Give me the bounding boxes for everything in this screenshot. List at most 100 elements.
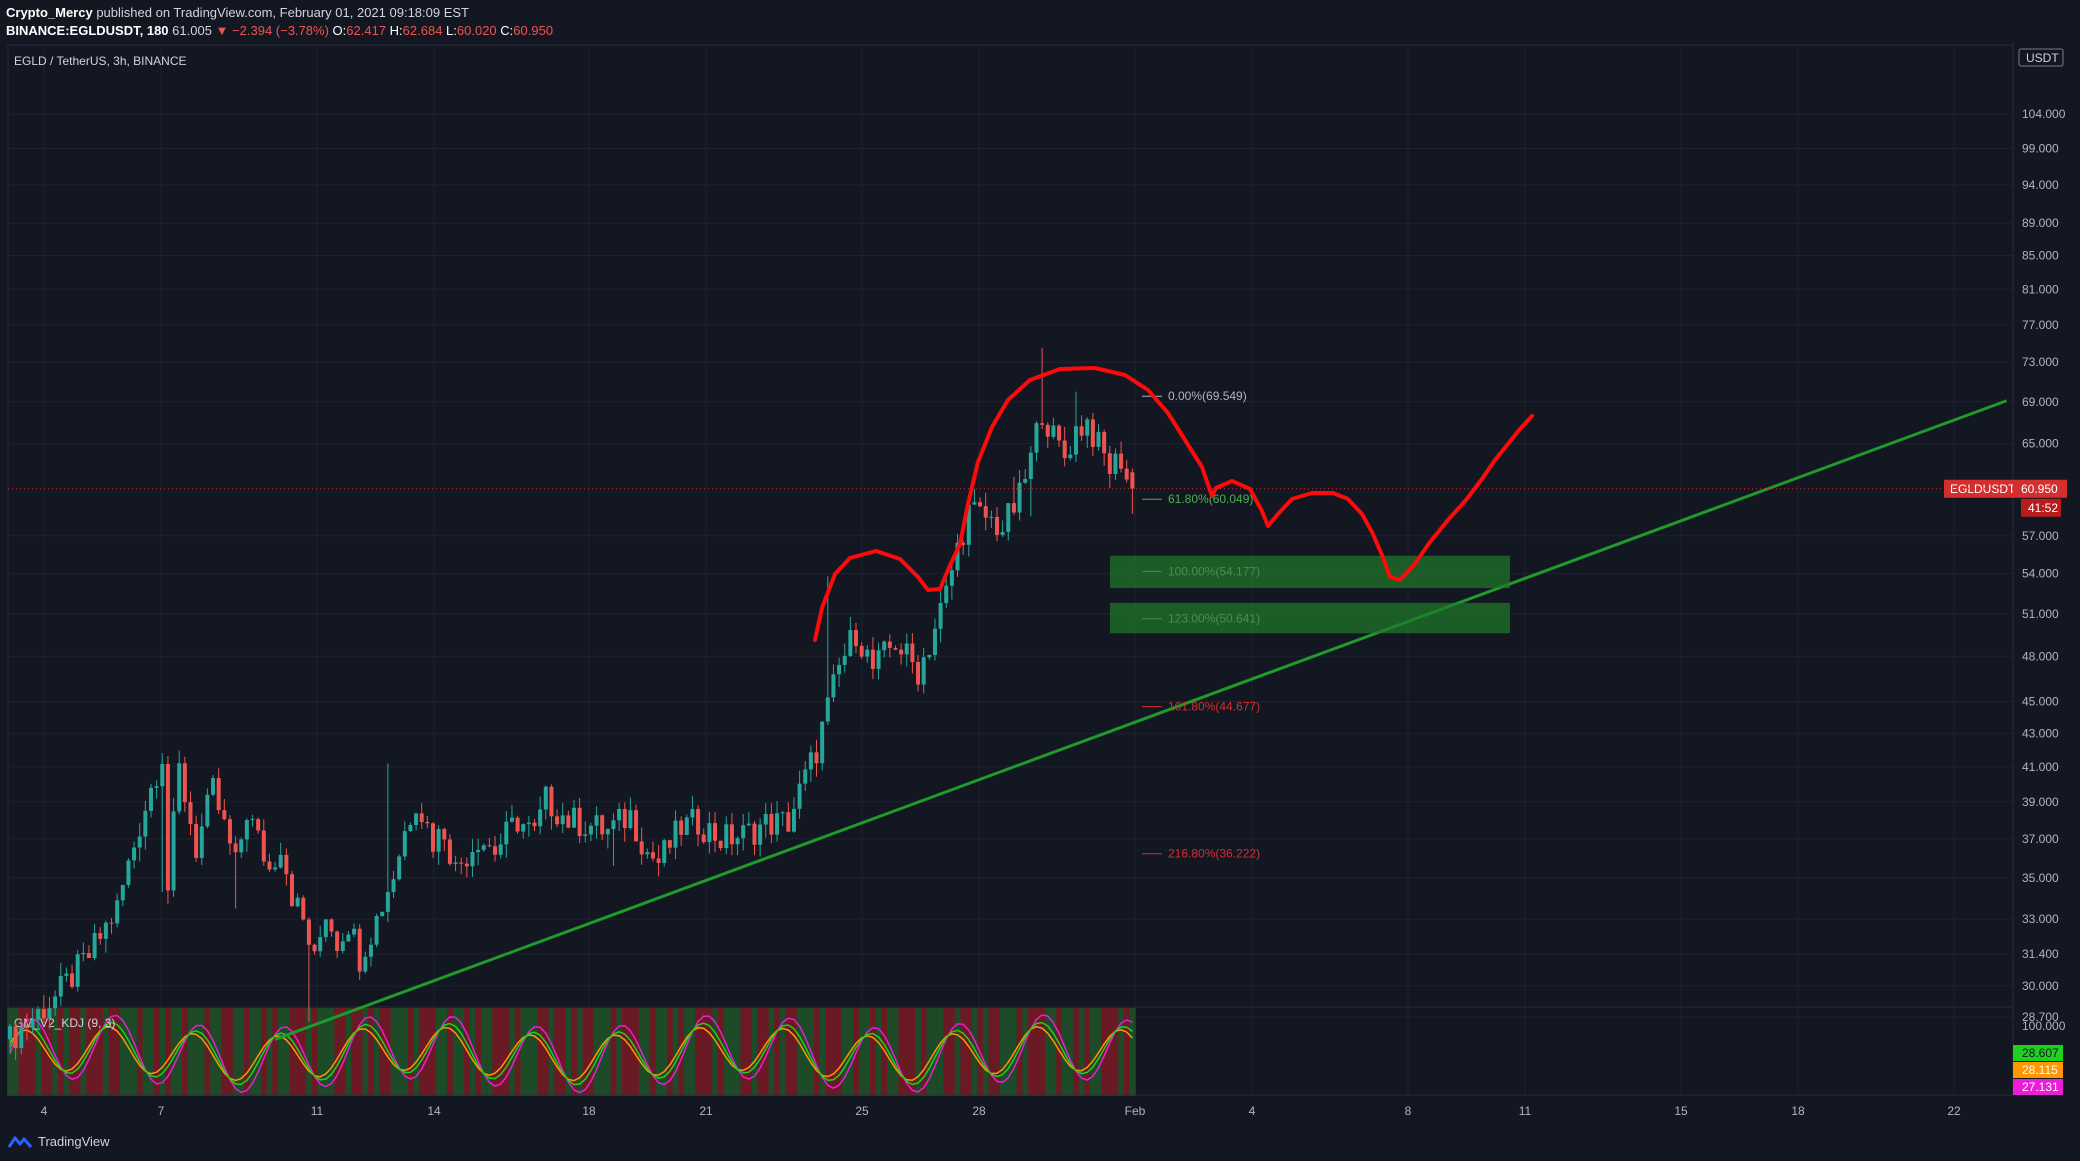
kdj-bg-bar	[148, 1008, 155, 1096]
candle-up	[374, 916, 379, 945]
low-value: 60.020	[456, 23, 497, 38]
candle-up	[380, 911, 385, 917]
candle-up	[673, 820, 678, 848]
kdj-bg-bar	[582, 1008, 589, 1096]
kdj-bg-bar	[441, 1008, 448, 1096]
kdj-bg-bar	[706, 1008, 713, 1096]
candle-up	[882, 641, 887, 651]
kdj-bg-bar	[994, 1008, 1001, 1096]
price-tick-label: 77.000	[2022, 318, 2059, 332]
kdj-bg-bar	[830, 1008, 837, 1096]
tradingview-brand[interactable]: TradingView	[8, 1134, 110, 1149]
candle-down	[419, 813, 424, 823]
candle-down	[464, 863, 469, 867]
kdj-bg-bar	[1129, 1008, 1136, 1096]
kdj-bg-bar	[892, 1008, 899, 1096]
kdj-bg-bar	[864, 1008, 871, 1096]
candle-up	[1068, 454, 1073, 459]
kdj-bg-bar	[63, 1008, 70, 1096]
candle-up	[58, 975, 63, 997]
price-tick-label: 45.000	[2022, 695, 2059, 709]
kdj-bg-bar	[1101, 1008, 1108, 1096]
chart-labels: EGLD / TetherUS, 3h, BINANCE	[8, 54, 2013, 490]
kdj-bg-bar	[644, 1008, 651, 1096]
fib-label-4: 161.80%(44.677)	[1168, 700, 1260, 714]
price-axis[interactable]: 104.000 99.000 94.000 89.000 85.000 81.000 77.…	[1944, 42, 2080, 1125]
time-tick-label: 14	[427, 1104, 441, 1118]
kdj-bg-bar	[125, 1008, 132, 1096]
kdj-bg-bar	[1112, 1008, 1119, 1096]
candle-up	[741, 825, 746, 839]
candle-down	[70, 973, 75, 987]
last-value: 61.005	[172, 23, 212, 38]
kdj-bg-bar	[559, 1008, 567, 1096]
time-tick-label: Feb	[1125, 1104, 1146, 1118]
kdj-bg-bar	[915, 1008, 922, 1096]
kdj-bg-bar	[734, 1008, 741, 1096]
candle-down	[656, 858, 661, 863]
candle-up	[81, 953, 86, 955]
time-tick-label: 7	[158, 1104, 165, 1118]
kdj-bg-bar	[887, 1008, 894, 1096]
candle-down	[261, 830, 266, 862]
kdj-bg-bar	[971, 1008, 978, 1096]
kdj-bg-bar	[475, 1008, 482, 1096]
candle-down	[859, 645, 864, 657]
kdj-bg-bar	[712, 1008, 719, 1096]
indicator-value: 28.115	[2022, 1063, 2058, 1077]
kdj-bg-bar	[903, 1008, 911, 1096]
candle-down	[267, 861, 272, 870]
kdj-bg-bar	[492, 1008, 499, 1096]
kdj-bg-bar	[407, 1008, 414, 1096]
price-tick-label: 51.000	[2022, 607, 2059, 621]
kdj-bg-bar	[120, 1008, 127, 1096]
candle-up	[684, 817, 689, 835]
candle-up	[481, 845, 486, 850]
candle-up	[831, 674, 836, 698]
kdj-bg-bar	[294, 1008, 301, 1096]
candle-up	[690, 809, 695, 818]
candle-down	[650, 852, 655, 859]
kdj-k-line	[9, 1021, 1133, 1086]
indicator-value-bg	[2013, 1062, 2063, 1078]
high-value: 62.684	[402, 23, 443, 38]
candle-down	[870, 649, 875, 669]
candle-down	[752, 823, 757, 845]
kdj-bg-bar	[373, 1008, 380, 1096]
candle-down	[301, 897, 306, 920]
chart-header: Crypto_Mercy published on TradingView.co…	[0, 0, 2080, 42]
candle-down	[335, 931, 340, 952]
candle-down	[233, 843, 238, 853]
candle-up	[955, 542, 960, 571]
candle-up	[132, 847, 137, 861]
candle-down	[431, 823, 435, 852]
author-name[interactable]: Crypto_Mercy	[6, 5, 93, 20]
fib-label-1: 61.80%(60.049)	[1168, 492, 1253, 506]
time-axis[interactable]: 4 7 11 14 18 21 25 28 Feb 4 8 11 15 18 22	[8, 1094, 2013, 1118]
kdj-bg-bar	[52, 1008, 59, 1096]
kdj-bg-bar	[497, 1008, 505, 1096]
kdj-bg-bar	[661, 1008, 668, 1096]
candle-down	[357, 928, 362, 972]
candle-up	[143, 810, 148, 837]
indicator-tick-label: 100.000	[2022, 1019, 2066, 1033]
kdj-bg-bar	[554, 1008, 561, 1096]
kdj-bg-bar	[69, 1008, 76, 1096]
kdj-bg-bar	[576, 1008, 583, 1096]
footer: TradingView	[0, 1125, 2080, 1161]
kdj-bg-bar	[858, 1008, 865, 1096]
candle-up	[938, 603, 943, 629]
candle-down	[577, 807, 582, 837]
candle-up	[385, 892, 390, 912]
kdj-bg-bar	[249, 1008, 256, 1096]
chart-canvas[interactable]: GM_V2_KDJ (9, 3) 0.00%(69.549) 61.80%(60.…	[0, 42, 2080, 1125]
kdj-bg-bar	[1123, 1008, 1131, 1096]
candle-up	[1051, 425, 1056, 437]
kdj-bg-bar	[424, 1008, 431, 1096]
kdj-bg-bar	[717, 1008, 724, 1096]
candle-down	[729, 824, 734, 845]
kdj-bg-bar	[1090, 1008, 1097, 1096]
candle-up	[363, 956, 368, 972]
kdj-bg-bar	[142, 1008, 149, 1096]
candle-down	[667, 840, 672, 848]
